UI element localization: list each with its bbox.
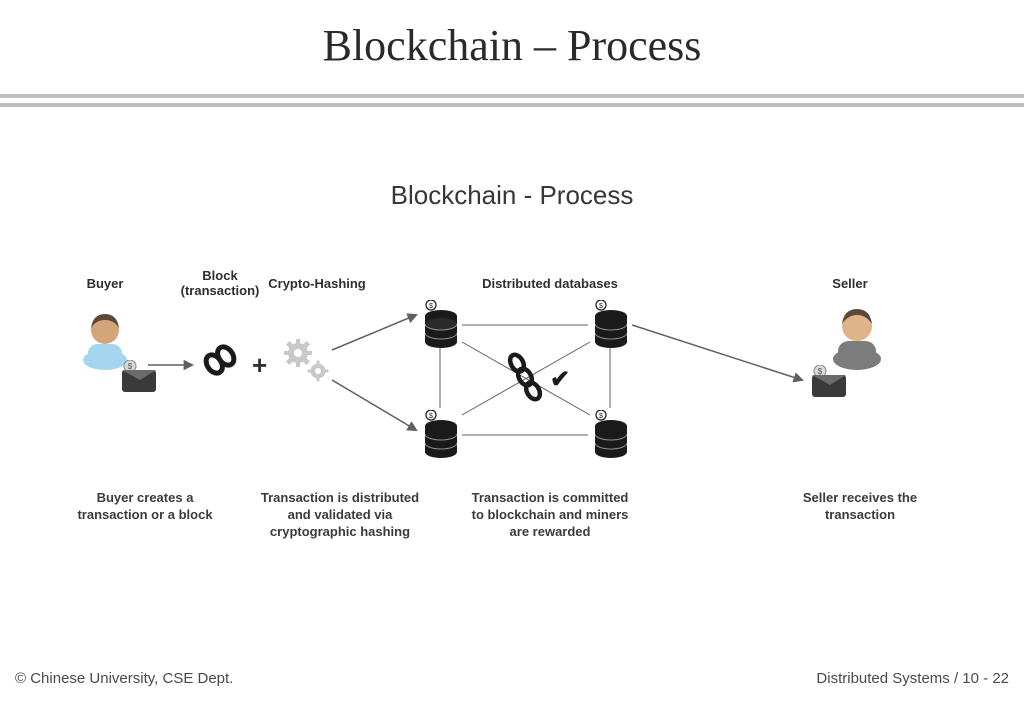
svg-text:$: $ bbox=[818, 367, 823, 376]
caption-step2: Transaction is distributed and validated… bbox=[240, 490, 440, 541]
svg-text:$: $ bbox=[429, 303, 433, 310]
caption-step4: Seller receives the transaction bbox=[770, 490, 950, 524]
database-icon-tl: $ bbox=[420, 300, 462, 350]
footer-right: Distributed Systems / 10 - 22 bbox=[816, 670, 1009, 687]
svg-text:$: $ bbox=[429, 413, 433, 420]
seller-icon bbox=[830, 305, 885, 370]
svg-text:$: $ bbox=[599, 303, 603, 310]
database-icon-tr: $ bbox=[590, 300, 632, 350]
check-icon: ✔ bbox=[550, 365, 570, 394]
database-icon-bl: $ bbox=[420, 410, 462, 460]
plus-icon: + bbox=[252, 350, 267, 381]
footer-left: © Chinese University, CSE Dept. bbox=[15, 670, 233, 687]
svg-text:$: $ bbox=[599, 413, 603, 420]
chain-icon-block bbox=[200, 340, 240, 380]
wallet-icon-buyer: $ bbox=[120, 360, 160, 394]
caption-step1: Buyer creates a transaction or a block bbox=[60, 490, 230, 524]
gears-icon bbox=[280, 335, 335, 390]
chain-icon-center bbox=[505, 350, 545, 405]
svg-text:$: $ bbox=[128, 362, 133, 371]
slide-container: Blockchain – Process Blockchain - Proces… bbox=[0, 0, 1024, 709]
wallet-icon-seller: $ bbox=[810, 365, 850, 399]
caption-step3: Transaction is committed to blockchain a… bbox=[450, 490, 650, 541]
database-icon-br: $ bbox=[590, 410, 632, 460]
